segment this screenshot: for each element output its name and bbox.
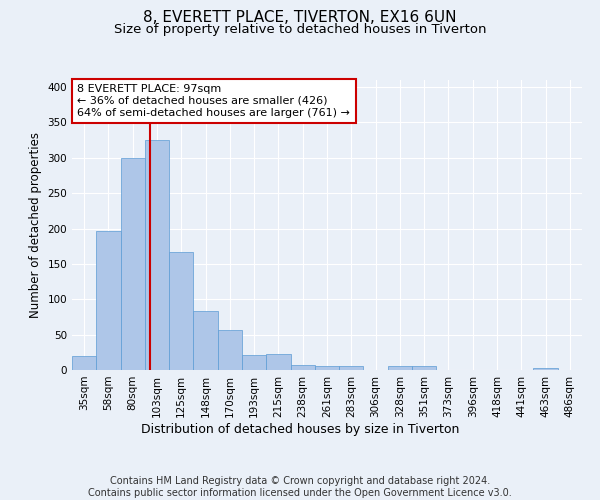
Bar xyxy=(96,230,121,370)
Bar xyxy=(339,366,364,370)
Bar xyxy=(388,366,412,370)
Bar xyxy=(533,368,558,370)
Text: Size of property relative to detached houses in Tiverton: Size of property relative to detached ho… xyxy=(114,22,486,36)
Bar xyxy=(121,158,145,370)
Bar xyxy=(72,356,96,370)
Bar xyxy=(169,252,193,370)
Bar xyxy=(145,140,169,370)
Y-axis label: Number of detached properties: Number of detached properties xyxy=(29,132,42,318)
Text: 8 EVERETT PLACE: 97sqm
← 36% of detached houses are smaller (426)
64% of semi-de: 8 EVERETT PLACE: 97sqm ← 36% of detached… xyxy=(77,84,350,117)
Text: Distribution of detached houses by size in Tiverton: Distribution of detached houses by size … xyxy=(141,422,459,436)
Bar xyxy=(412,366,436,370)
Bar xyxy=(315,366,339,370)
Bar xyxy=(218,330,242,370)
Text: Contains HM Land Registry data © Crown copyright and database right 2024.
Contai: Contains HM Land Registry data © Crown c… xyxy=(88,476,512,498)
Bar xyxy=(193,312,218,370)
Bar xyxy=(266,354,290,370)
Text: 8, EVERETT PLACE, TIVERTON, EX16 6UN: 8, EVERETT PLACE, TIVERTON, EX16 6UN xyxy=(143,10,457,25)
Bar xyxy=(242,355,266,370)
Bar xyxy=(290,365,315,370)
